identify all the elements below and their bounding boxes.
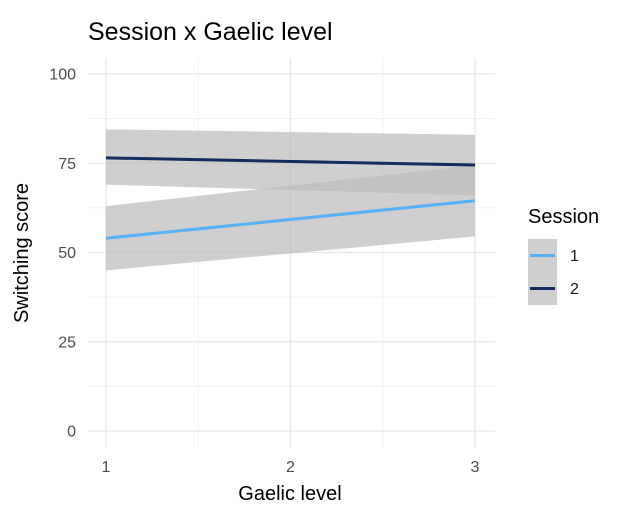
y-tick-label: 0 xyxy=(67,424,76,441)
x-axis-ticks: 1 2 3 xyxy=(102,459,480,476)
x-axis-title: Gaelic level xyxy=(238,483,341,505)
y-tick-label: 100 xyxy=(49,67,76,84)
line-session-2 xyxy=(105,156,476,167)
x-tick-label: 1 xyxy=(102,459,111,476)
y-tick-label: 75 xyxy=(58,156,76,173)
legend-title: Session xyxy=(528,206,599,228)
legend-items: 12 xyxy=(528,239,579,305)
legend-label-1: 1 xyxy=(570,248,579,265)
x-tick-label: 3 xyxy=(471,459,480,476)
x-tick-label: 2 xyxy=(286,459,295,476)
legend-label-2: 2 xyxy=(570,281,579,298)
series-lines xyxy=(105,156,476,240)
confidence-ribbons xyxy=(106,129,475,271)
y-tick-label: 25 xyxy=(58,334,76,351)
legend: Session 12 xyxy=(528,206,599,305)
y-axis-ticks: 0 25 50 75 100 xyxy=(49,67,76,441)
chart-title: Session x Gaelic level xyxy=(88,18,333,46)
y-tick-label: 50 xyxy=(58,245,76,262)
y-axis-title: Switching score xyxy=(11,183,33,323)
line-session-1 xyxy=(105,199,476,240)
